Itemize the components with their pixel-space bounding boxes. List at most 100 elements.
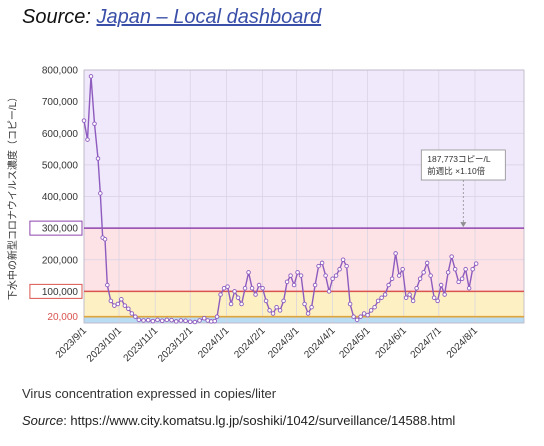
data-point	[145, 317, 151, 323]
data-point	[382, 292, 388, 297]
data-point	[205, 318, 210, 323]
data-point	[438, 282, 444, 288]
data-point	[187, 319, 193, 324]
data-point	[246, 270, 251, 275]
data-point	[81, 118, 87, 123]
data-point	[256, 282, 262, 288]
x-tick-label-2: 2023/11/1	[122, 325, 161, 364]
x-tick-label-11: 2024/8/1	[445, 325, 481, 361]
data-point	[407, 292, 412, 297]
y-tick-label-7: 700,000	[42, 97, 79, 108]
callout-text-0: 187,773コピー/L	[427, 154, 491, 164]
data-point	[105, 282, 110, 288]
data-point	[351, 314, 356, 319]
data-point	[129, 311, 135, 316]
data-point	[456, 279, 461, 285]
data-point	[284, 279, 290, 285]
data-point	[260, 285, 265, 291]
source-line: Source: https://www.city.komatsu.lg.jp/s…	[22, 413, 455, 428]
data-point	[312, 282, 318, 288]
y-tick-label-6: 600,000	[42, 129, 79, 140]
data-point	[115, 301, 121, 307]
data-point	[389, 276, 395, 281]
data-point	[88, 74, 94, 79]
data-point	[141, 318, 146, 323]
data-point	[473, 261, 479, 266]
x-tick-label-8: 2024/5/1	[337, 325, 373, 361]
band-3	[84, 70, 524, 229]
data-point	[428, 273, 433, 278]
latest-value-callout: 187,773コピー/L 前週比 ×1.10倍	[420, 149, 506, 228]
data-point	[305, 311, 311, 316]
source-label: Source	[22, 413, 64, 428]
y-tick-label-4: 400,000	[42, 192, 79, 203]
data-point	[449, 254, 454, 259]
data-point	[333, 273, 339, 278]
data-point	[249, 285, 255, 291]
data-point	[396, 273, 402, 278]
threshold-label-1: 100,000	[42, 287, 79, 298]
data-point	[435, 298, 440, 304]
x-tick-label-4: 2024/1/1	[196, 325, 232, 361]
data-point	[281, 298, 286, 304]
data-point	[288, 273, 293, 278]
dashboard-link[interactable]: Japan – Local dashboard	[96, 6, 322, 28]
x-tick-label-1: 2023/10/1	[85, 325, 125, 365]
data-point	[173, 319, 179, 324]
data-point	[212, 318, 217, 324]
callout-text-1: 前週比 ×1.10倍	[427, 166, 485, 176]
threshold-lines: 20,000 100,000 300,000	[29, 220, 524, 323]
data-point	[431, 295, 437, 300]
data-point	[470, 266, 475, 272]
data-point	[372, 304, 377, 310]
data-point	[119, 297, 124, 302]
data-point	[365, 312, 370, 318]
data-point	[253, 292, 258, 297]
data-point	[319, 260, 325, 266]
x-tick-label-6: 2024/3/1	[266, 325, 302, 361]
plot-frame	[83, 69, 525, 324]
data-point	[102, 236, 108, 242]
threshold-label-2: 300,000	[42, 224, 79, 235]
data-point	[277, 308, 283, 313]
data-point	[295, 270, 300, 275]
x-tick-label-5: 2024/2/1	[232, 325, 268, 361]
data-point	[414, 285, 419, 291]
callout-arrow-icon	[460, 222, 467, 228]
callout-box	[420, 149, 506, 181]
data-point	[126, 306, 131, 312]
threshold-box-2	[29, 220, 83, 236]
data-point	[197, 318, 202, 323]
x-tick-label-0: 2023/9/1	[54, 325, 90, 361]
wastewater-chart: 20,000 100,000 300,000 200,000 400,000 500,0…	[6, 66, 525, 365]
data-point	[291, 282, 297, 288]
x-tick-label-9: 2024/6/1	[374, 325, 410, 361]
data-point	[442, 292, 447, 297]
data-point	[235, 295, 241, 300]
data-point	[270, 311, 276, 316]
data-point	[95, 156, 101, 161]
data-point	[330, 276, 335, 281]
data-point	[92, 121, 97, 127]
data-point	[368, 308, 374, 313]
data-point	[208, 319, 214, 324]
data-point	[164, 317, 170, 323]
threshold-bands	[84, 70, 524, 323]
x-tick-label-3: 2023/12/1	[156, 325, 196, 365]
data-point	[267, 308, 272, 313]
page-heading: Source: Japan – Local dashboard	[22, 6, 321, 29]
data-point	[232, 289, 237, 294]
data-point	[354, 317, 360, 323]
data-point	[316, 263, 321, 269]
data-point	[417, 276, 423, 281]
data-point	[122, 303, 128, 308]
y-tick-label-5: 500,000	[42, 160, 79, 171]
data-point	[424, 260, 430, 266]
data-point	[178, 318, 184, 323]
data-point	[466, 285, 472, 291]
data-point	[85, 137, 90, 142]
data-point	[169, 317, 174, 323]
source-url: : https://www.city.komatsu.lg.jp/soshiki…	[63, 413, 456, 428]
data-point	[410, 298, 416, 304]
data-point	[159, 318, 165, 324]
